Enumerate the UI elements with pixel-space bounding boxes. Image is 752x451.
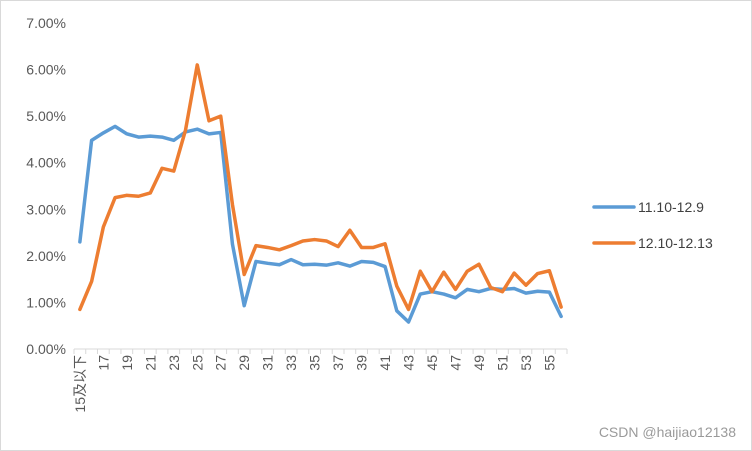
series-line-2 — [78, 63, 563, 312]
series-line-1 — [78, 124, 563, 324]
x-tick-label: 37 — [330, 355, 346, 371]
y-tick-label: 7.00% — [26, 15, 66, 31]
x-tick-label: 31 — [260, 355, 276, 371]
y-tick-label: 4.00% — [26, 155, 66, 171]
x-tick-label: 17 — [95, 355, 111, 371]
series-group — [78, 63, 563, 324]
x-tick-label: 15及以下 — [72, 355, 88, 413]
x-tick-label: 53 — [518, 355, 534, 371]
x-tick-label: 27 — [213, 355, 229, 371]
x-tick-label: 55 — [541, 355, 557, 371]
x-tick-label: 33 — [283, 355, 299, 371]
x-tick-label: 29 — [236, 355, 252, 371]
x-tick-label: 25 — [189, 355, 205, 371]
x-tick-label: 35 — [307, 355, 323, 371]
y-tick-label: 2.00% — [26, 248, 66, 264]
x-tick-label: 21 — [142, 355, 158, 371]
x-tick-label: 43 — [401, 355, 417, 371]
x-tick-label: 41 — [377, 355, 393, 371]
y-tick-label: 5.00% — [26, 108, 66, 124]
x-tick-label: 51 — [494, 355, 510, 371]
legend-label: 12.10-12.13 — [638, 235, 713, 251]
y-axis: 0.00% 1.00% 2.00% 3.00% 4.00% 5.00% 6.00% 7.00% — [26, 15, 66, 357]
x-tick-label: 45 — [424, 355, 440, 371]
x-axis: 15及以下 17 19 21 23 25 27 29 31 33 35 37 39 41 43 45 47 49 5… — [72, 348, 568, 413]
x-tick-label: 47 — [447, 355, 463, 371]
legend-label: 11.10-12.9 — [638, 199, 704, 215]
x-tick-label: 39 — [354, 355, 370, 371]
legend: 11.10-12.9 12.10-12.13 — [592, 199, 713, 251]
y-tick-label: 6.00% — [26, 62, 66, 78]
y-tick-label: 3.00% — [26, 201, 66, 217]
x-tick-label: 19 — [119, 355, 135, 371]
x-tick-label: 23 — [166, 355, 182, 371]
y-tick-label: 1.00% — [26, 294, 66, 310]
watermark-text: CSDN @haijiao12138 — [599, 424, 736, 440]
x-tick-label: 49 — [471, 355, 487, 371]
y-tick-label: 0.00% — [26, 341, 66, 357]
